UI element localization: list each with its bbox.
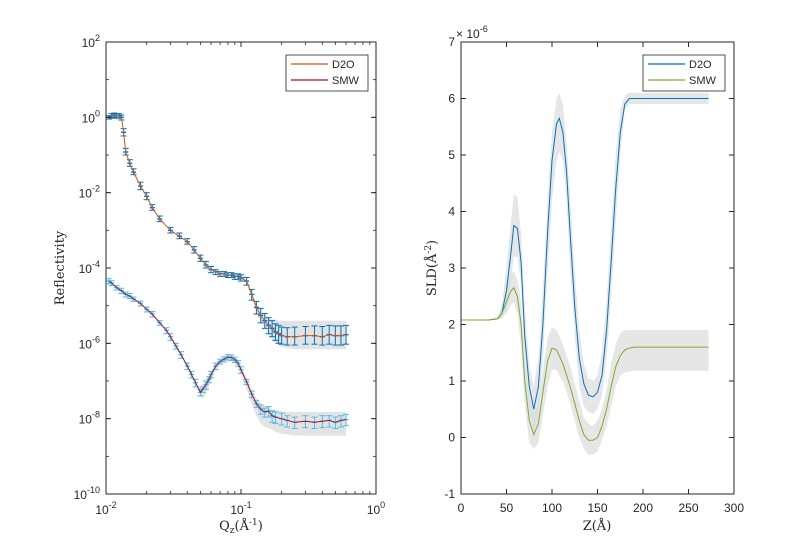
- x-tick-label: 300: [724, 501, 744, 515]
- y-tick-label: 2: [448, 318, 455, 332]
- x-tick-label: 0: [458, 501, 465, 515]
- sld-y-multiplier: × 10-6: [456, 24, 488, 41]
- x-tick-label: 50: [500, 501, 514, 515]
- reflectivity-x-axis-label: Qz(Å-1): [219, 518, 263, 536]
- reflectivity-legend: D2O SMW: [285, 54, 369, 92]
- y-tick-label: 102: [82, 33, 100, 50]
- sld-uncertainty-bands: [461, 92, 709, 455]
- sld-x-axis-label: Z(Å): [583, 518, 612, 534]
- y-tick-label: 5: [448, 148, 455, 162]
- uncertainty-band-d2o: [108, 115, 347, 350]
- reflectivity-y-ticks: 102 100 10-2 10-4 10-6 10-8 10-10: [74, 33, 376, 502]
- legend-label-smw: SMW: [689, 75, 717, 87]
- y-tick-label: 6: [448, 92, 455, 106]
- legend-label-d2o: D2O: [332, 59, 355, 71]
- x-tick-label: 10-1: [230, 500, 251, 517]
- legend-label-d2o: D2O: [689, 59, 712, 71]
- y-tick-label: 10-6: [79, 334, 100, 351]
- errorbar-smw: [269, 410, 276, 423]
- fit-line-smw: [108, 280, 347, 423]
- uncertainty-band-d2o: [461, 92, 709, 432]
- x-tick-label: 100: [542, 501, 562, 515]
- sld-legend: D2O SMW: [642, 54, 726, 92]
- sld-y-axis-label: SLD(Å-2): [424, 240, 440, 296]
- y-tick-label: 1: [448, 374, 455, 388]
- reflectivity-legend-box: [285, 54, 369, 92]
- x-tick-label: 10-2: [95, 500, 116, 517]
- x-tick-label: 100: [367, 500, 385, 517]
- y-tick-label: 10-10: [74, 485, 100, 502]
- y-tick-label: -1: [444, 487, 455, 501]
- y-tick-label: 4: [448, 205, 455, 219]
- sld-y-ticks: -1 0 1 2 3 4 5 6 7: [444, 35, 734, 501]
- x-tick-label: 150: [587, 501, 607, 515]
- uncertainty-band-smw: [461, 270, 709, 455]
- y-tick-label: 0: [448, 431, 455, 445]
- reflectivity-panel: 10-2 10-1 100 10210010-210-410-610-810-10 …: [53, 33, 385, 536]
- y-tick-label: 10-4: [79, 259, 100, 276]
- y-tick-label: 100: [82, 108, 100, 125]
- reflectivity-x-ticks: 10-2 10-1 100: [95, 42, 385, 517]
- reflectivity-y-axis-label: Reflectivity: [53, 230, 68, 305]
- reflectivity-fit-lines: [108, 114, 347, 423]
- y-tick-label: 7: [448, 35, 455, 49]
- y-tick-label: 10-8: [79, 410, 100, 427]
- errorbar-d2o: [275, 324, 282, 344]
- y-tick-label: 10-2: [79, 184, 100, 201]
- sld-x-ticks: 0 50 100 150 200 250 300: [458, 42, 744, 515]
- y-tick-label: 3: [448, 261, 455, 275]
- sld-line-d2o: [461, 98, 709, 410]
- x-tick-label: 250: [678, 501, 698, 515]
- sld-profile-lines: [461, 98, 709, 441]
- legend-label-smw: SMW: [332, 75, 360, 87]
- sld-legend-box: [642, 54, 726, 92]
- fit-line-d2o: [108, 114, 347, 338]
- sld-line-smw: [461, 286, 709, 441]
- x-tick-label: 200: [633, 501, 653, 515]
